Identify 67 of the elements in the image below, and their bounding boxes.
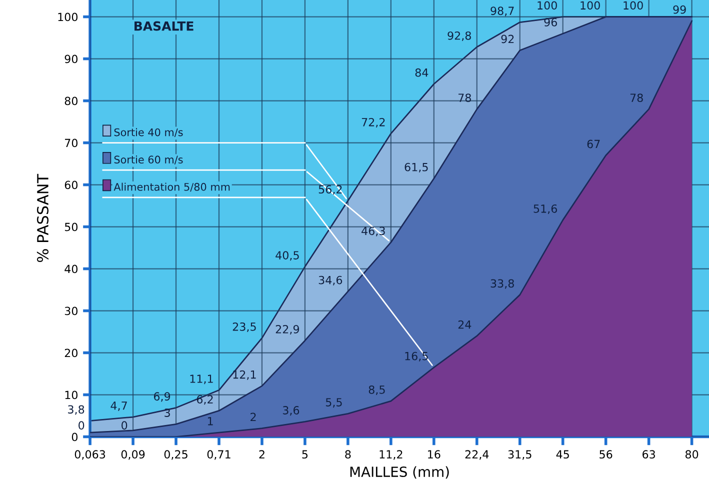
data-label: 98,7 [490, 6, 514, 16]
data-label: 40,5 [276, 251, 299, 261]
data-label: 24 [458, 320, 472, 329]
data-label: 11,1 [190, 374, 213, 384]
x-tick-label: 0,063 [74, 450, 106, 460]
data-label: 78 [458, 94, 471, 102]
legend-label: Alimentation 5/80 mm [114, 182, 230, 192]
data-label: 4,7 [110, 402, 127, 411]
x-tick-label: 31,5 [508, 450, 532, 460]
data-label: 12,1 [233, 370, 256, 380]
data-label: 34,6 [318, 276, 342, 286]
data-label: 1 [208, 417, 213, 426]
data-label: 0 [122, 421, 128, 430]
x-tick-label: 22,4 [465, 450, 489, 460]
y-tick-label: 90 [64, 54, 78, 64]
data-label: 84 [415, 68, 428, 77]
data-label: 3,6 [282, 406, 300, 416]
data-label: 92 [501, 34, 514, 44]
data-label: 61,5 [404, 162, 428, 172]
data-label: 100 [538, 1, 557, 10]
x-tick-label: 0,25 [164, 450, 188, 460]
y-tick-label: 0 [72, 432, 78, 442]
data-label: 6,2 [196, 395, 213, 405]
data-label: 33,8 [490, 279, 514, 289]
data-label: 8,5 [368, 385, 385, 396]
data-label: 3 [164, 408, 170, 417]
x-axis-title: MAILLES (mm) [350, 466, 449, 479]
data-label: 78 [630, 94, 643, 102]
data-label: 23,5 [232, 322, 256, 332]
legend-label: Sortie 60 m/s [114, 155, 183, 164]
x-tick-label: 8 [345, 450, 351, 459]
x-tick-label: 5 [302, 450, 308, 459]
data-label: 51,6 [534, 204, 557, 214]
y-tick-label: 80 [64, 96, 78, 106]
data-label: 22,9 [276, 324, 300, 335]
data-label: 100 [580, 1, 600, 10]
data-label: 2 [250, 412, 256, 422]
x-tick-label: 63 [642, 450, 655, 459]
x-tick-label: 11,2 [380, 450, 402, 460]
y-tick-label: 30 [64, 306, 78, 316]
x-tick-label: 80 [685, 450, 698, 459]
x-tick-label: 56 [600, 450, 612, 459]
y-axis-title: % PASSANT [36, 174, 49, 262]
data-label: 72,2 [362, 118, 385, 128]
y-tick-label: 50 [64, 222, 78, 232]
x-tick-label: 2 [259, 450, 264, 458]
data-label: 6,9 [154, 392, 170, 402]
x-tick-label: 0,09 [121, 450, 145, 460]
data-label: 100 [624, 1, 643, 10]
y-tick-label: 60 [64, 180, 78, 190]
data-label: 96 [544, 18, 557, 26]
data-label: 3,8 [68, 405, 84, 415]
data-label: 5,5 [326, 398, 342, 408]
data-label: 67 [587, 140, 600, 148]
x-tick-label: 45 [556, 450, 569, 459]
data-label: 0 [78, 421, 84, 430]
text: BASALTE [134, 21, 194, 31]
y-tick-label: 20 [64, 348, 78, 358]
y-tick-label: 100 [58, 12, 78, 22]
y-tick-label: 70 [65, 138, 78, 148]
data-label: 99 [673, 5, 686, 14]
x-tick-label: 16 [428, 450, 440, 459]
y-tick-label: 40 [64, 264, 78, 274]
legend-label: Sortie 40 m/s [114, 128, 183, 138]
x-tick-label: 0,71 [207, 450, 230, 460]
y-tick-label: 10 [65, 390, 78, 400]
data-label: 92,8 [448, 31, 471, 41]
